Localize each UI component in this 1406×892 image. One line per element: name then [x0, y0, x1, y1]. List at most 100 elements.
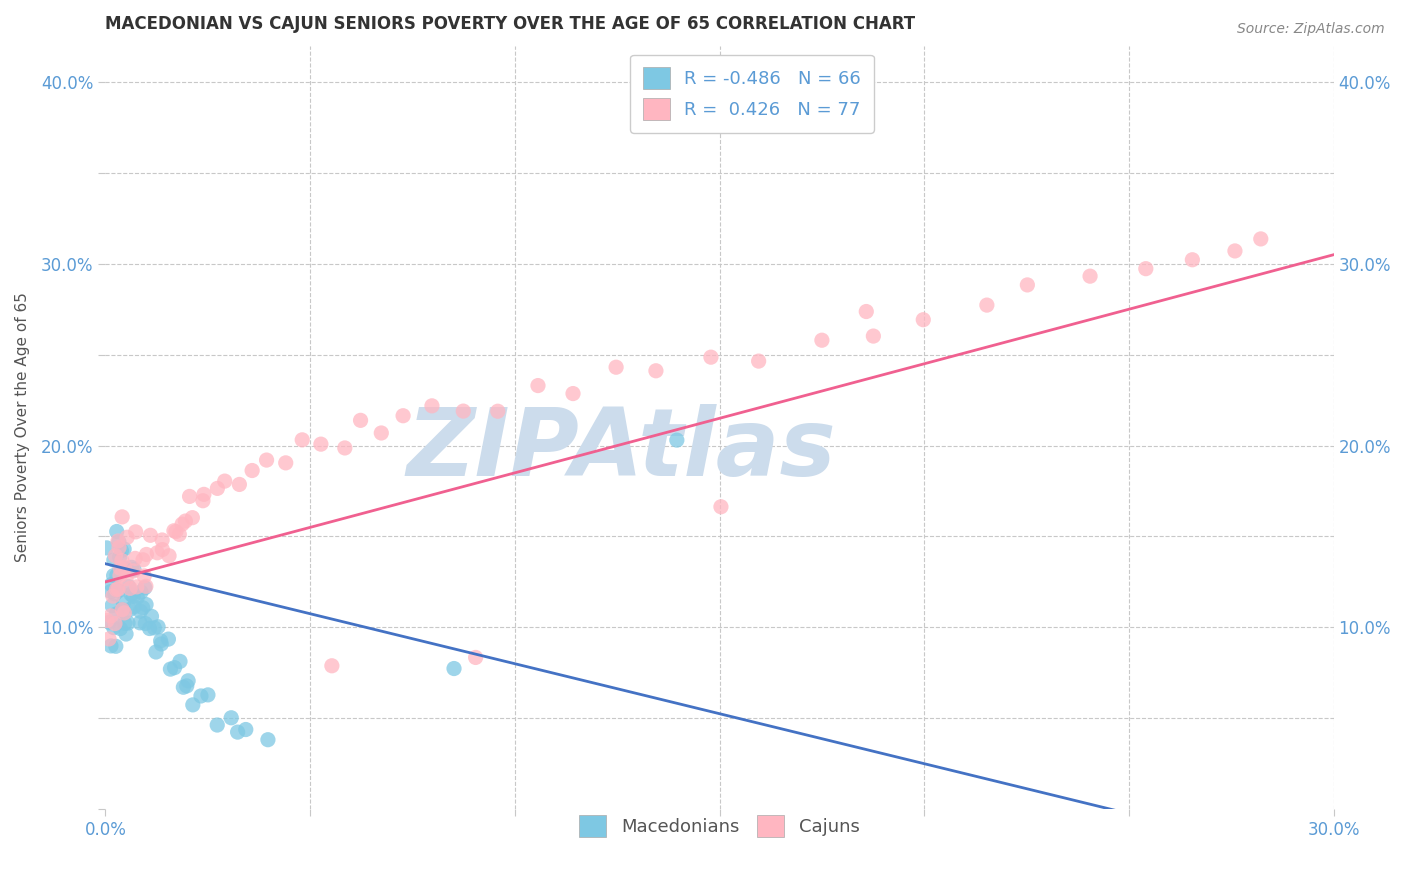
Point [309, 437, 332, 451]
Point [197, 688, 219, 702]
Point [464, 650, 486, 665]
Point [159, 662, 181, 676]
Point [228, 477, 250, 491]
Point [101, 599, 124, 613]
Point [219, 711, 242, 725]
Point [912, 312, 935, 326]
Point [256, 453, 278, 467]
Point [163, 660, 186, 674]
Point [145, 645, 167, 659]
Point [748, 354, 770, 368]
Point [122, 599, 145, 614]
Point [214, 474, 236, 488]
Point [117, 615, 139, 630]
Point [135, 548, 157, 562]
Point [157, 632, 180, 646]
Point [146, 620, 169, 634]
Point [855, 304, 877, 318]
Point [257, 732, 280, 747]
Point [157, 549, 180, 563]
Point [710, 500, 733, 514]
Point [107, 534, 129, 549]
Point [104, 549, 127, 563]
Point [176, 679, 198, 693]
Point [134, 581, 156, 595]
Point [100, 577, 122, 591]
Point [291, 433, 314, 447]
Point [1181, 252, 1204, 267]
Point [112, 596, 135, 610]
Point [190, 689, 212, 703]
Point [127, 591, 149, 605]
Point [103, 553, 125, 567]
Point [125, 580, 148, 594]
Point [169, 527, 191, 541]
Point [107, 583, 129, 598]
Point [112, 541, 135, 556]
Point [101, 589, 124, 603]
Point [114, 616, 136, 631]
Point [172, 517, 194, 532]
Point [100, 639, 122, 653]
Point [349, 413, 371, 427]
Point [115, 627, 138, 641]
Point [1250, 232, 1272, 246]
Point [124, 551, 146, 566]
Point [115, 572, 138, 586]
Point [392, 409, 415, 423]
Point [226, 725, 249, 739]
Point [645, 364, 668, 378]
Point [134, 569, 156, 583]
Legend: Macedonians, Cajuns: Macedonians, Cajuns [571, 805, 869, 846]
Point [103, 621, 125, 635]
Point [240, 463, 263, 477]
Point [453, 404, 475, 418]
Point [120, 582, 142, 596]
Point [165, 524, 187, 539]
Point [235, 723, 257, 737]
Point [152, 542, 174, 557]
Point [108, 534, 131, 549]
Point [443, 661, 465, 675]
Point [104, 616, 127, 631]
Point [1135, 261, 1157, 276]
Point [486, 404, 509, 418]
Point [321, 658, 343, 673]
Point [115, 563, 138, 577]
Point [132, 600, 155, 615]
Point [150, 637, 173, 651]
Point [605, 360, 627, 375]
Point [135, 598, 157, 612]
Point [110, 543, 132, 558]
Point [129, 604, 152, 618]
Text: MACEDONIAN VS CAJUN SENIORS POVERTY OVER THE AGE OF 65 CORRELATION CHART: MACEDONIAN VS CAJUN SENIORS POVERTY OVER… [105, 15, 915, 33]
Point [121, 560, 143, 574]
Point [1223, 244, 1246, 258]
Point [191, 493, 214, 508]
Point [122, 564, 145, 578]
Point [132, 553, 155, 567]
Point [122, 563, 145, 577]
Point [141, 609, 163, 624]
Text: Source: ZipAtlas.com: Source: ZipAtlas.com [1237, 22, 1385, 37]
Point [114, 561, 136, 575]
Point [122, 589, 145, 603]
Point [118, 602, 141, 616]
Point [105, 568, 128, 582]
Point [163, 524, 186, 538]
Point [129, 615, 152, 630]
Point [134, 616, 156, 631]
Point [125, 524, 148, 539]
Point [105, 607, 128, 621]
Point [562, 386, 585, 401]
Point [177, 673, 200, 688]
Point [96, 614, 118, 628]
Point [100, 608, 122, 623]
Point [98, 632, 121, 646]
Point [111, 603, 134, 617]
Point [274, 456, 297, 470]
Point [169, 654, 191, 668]
Point [110, 561, 132, 575]
Y-axis label: Seniors Poverty Over the Age of 65: Seniors Poverty Over the Age of 65 [15, 293, 30, 562]
Point [129, 585, 152, 599]
